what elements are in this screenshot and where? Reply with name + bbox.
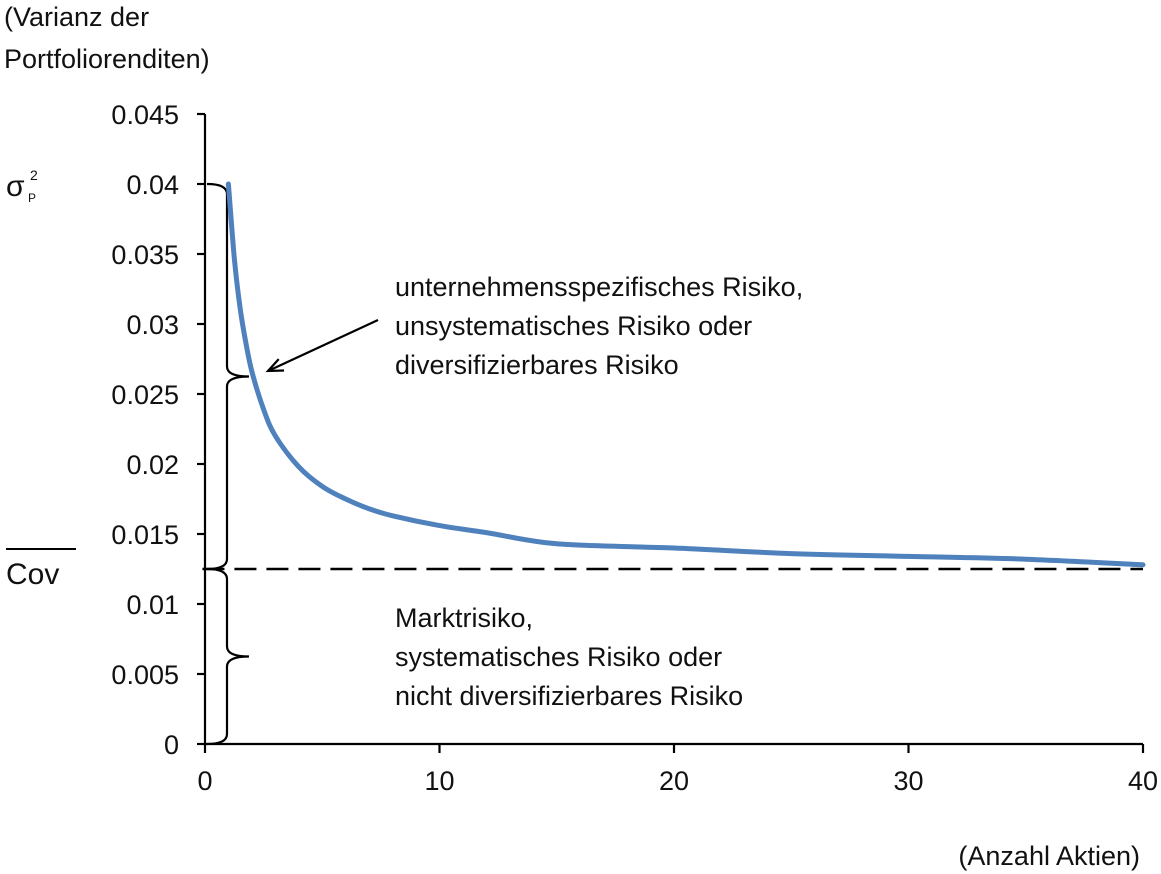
sigma-symbol: σ xyxy=(6,170,25,203)
sigma-subscript: P xyxy=(28,191,36,205)
upper-risk-brace xyxy=(206,182,250,571)
x-tick-label: 30 xyxy=(893,766,923,796)
lower-annotation-line-2: systematisches Risiko oder xyxy=(395,642,722,672)
x-ticks: 0 10 20 30 40 xyxy=(197,744,1158,796)
cov-symbol: Cov xyxy=(6,558,59,591)
lower-annotation-line-1: Marktrisiko, xyxy=(395,603,533,633)
sigma-superscript: 2 xyxy=(30,167,38,183)
y-tick-label: 0.02 xyxy=(126,450,179,480)
y-tick-label: 0 xyxy=(164,730,179,760)
annotation-arrow xyxy=(267,319,379,372)
y-tick-label: 0.035 xyxy=(111,240,179,270)
lower-risk-brace xyxy=(206,567,250,746)
y-tick-label: 0.005 xyxy=(111,660,179,690)
y-ticks: 0 0.005 0.01 0.015 0.02 0.025 0.03 0.035 0.04 0.0… xyxy=(111,100,205,760)
upper-annotation-line-2: unsystematisches Risiko oder xyxy=(395,311,752,341)
x-tick-label: 40 xyxy=(1128,766,1158,796)
y-tick-label: 0.04 xyxy=(126,170,179,200)
x-axis-label: (Anzahl Aktien) xyxy=(958,841,1140,871)
upper-annotation-line-3: diversifizierbares Risiko xyxy=(395,350,679,380)
upper-annotation-line-1: unternehmensspezifisches Risiko, xyxy=(395,272,803,302)
portfolio-variance-curve xyxy=(225,181,1146,568)
y-tick-label: 0.015 xyxy=(111,520,179,550)
x-tick-label: 20 xyxy=(659,766,689,796)
y-tick-label: 0.045 xyxy=(111,100,179,130)
y-tick-label: 0.03 xyxy=(126,310,179,340)
lower-annotation-line-3: nicht diversifizierbares Risiko xyxy=(395,681,743,711)
x-tick-label: 0 xyxy=(197,766,212,796)
y-tick-label: 0.01 xyxy=(126,590,179,620)
x-tick-label: 10 xyxy=(424,766,454,796)
y-tick-label: 0.025 xyxy=(111,380,179,410)
y-axis-label-line-2: Portfoliorenditen) xyxy=(4,44,210,74)
y-axis-label-line-1: (Varianz der xyxy=(4,2,149,32)
annotation-arrowhead xyxy=(265,358,285,373)
